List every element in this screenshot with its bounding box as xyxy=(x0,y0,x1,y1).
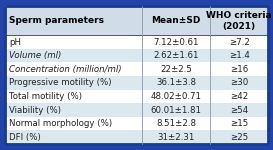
Text: Mean±SD: Mean±SD xyxy=(151,16,201,25)
Text: WHO criteria
(2021): WHO criteria (2021) xyxy=(206,11,272,30)
Text: ≥1.4: ≥1.4 xyxy=(229,51,250,60)
Bar xyxy=(5,49,268,62)
Text: Viability (%): Viability (%) xyxy=(9,105,61,114)
Text: ≥25: ≥25 xyxy=(230,133,248,142)
Text: ≥30: ≥30 xyxy=(230,78,248,87)
Bar xyxy=(5,76,268,90)
Text: 2.62±1.61: 2.62±1.61 xyxy=(153,51,199,60)
Text: 60.01±1.81: 60.01±1.81 xyxy=(150,105,201,114)
Text: pH: pH xyxy=(9,38,21,46)
Text: DFI (%): DFI (%) xyxy=(9,133,41,142)
Text: 22±2.5: 22±2.5 xyxy=(160,65,192,74)
Text: Volume (ml): Volume (ml) xyxy=(9,51,61,60)
Bar xyxy=(5,90,268,103)
Text: ≥7.2: ≥7.2 xyxy=(229,38,250,46)
Text: Normal morphology (%): Normal morphology (%) xyxy=(9,119,112,128)
Text: Progressive motility (%): Progressive motility (%) xyxy=(9,78,111,87)
Text: ≥16: ≥16 xyxy=(230,65,248,74)
Bar xyxy=(5,117,268,130)
Bar xyxy=(5,35,268,49)
Bar xyxy=(5,130,268,144)
Text: ≥42: ≥42 xyxy=(230,92,248,101)
Text: Sperm parameters: Sperm parameters xyxy=(9,16,104,25)
Text: 36.1±3.8: 36.1±3.8 xyxy=(156,78,196,87)
Bar xyxy=(5,103,268,117)
Text: 7.12±0.61: 7.12±0.61 xyxy=(153,38,199,46)
Text: 48.02±0.71: 48.02±0.71 xyxy=(150,92,201,101)
Bar xyxy=(5,6,268,35)
Text: Total motility (%): Total motility (%) xyxy=(9,92,82,101)
Text: 8.51±2.8: 8.51±2.8 xyxy=(156,119,196,128)
Text: Concentration (million/ml): Concentration (million/ml) xyxy=(9,65,122,74)
Text: ≥54: ≥54 xyxy=(230,105,248,114)
Bar xyxy=(5,62,268,76)
Text: 31±2.31: 31±2.31 xyxy=(157,133,195,142)
Text: ≥15: ≥15 xyxy=(230,119,248,128)
